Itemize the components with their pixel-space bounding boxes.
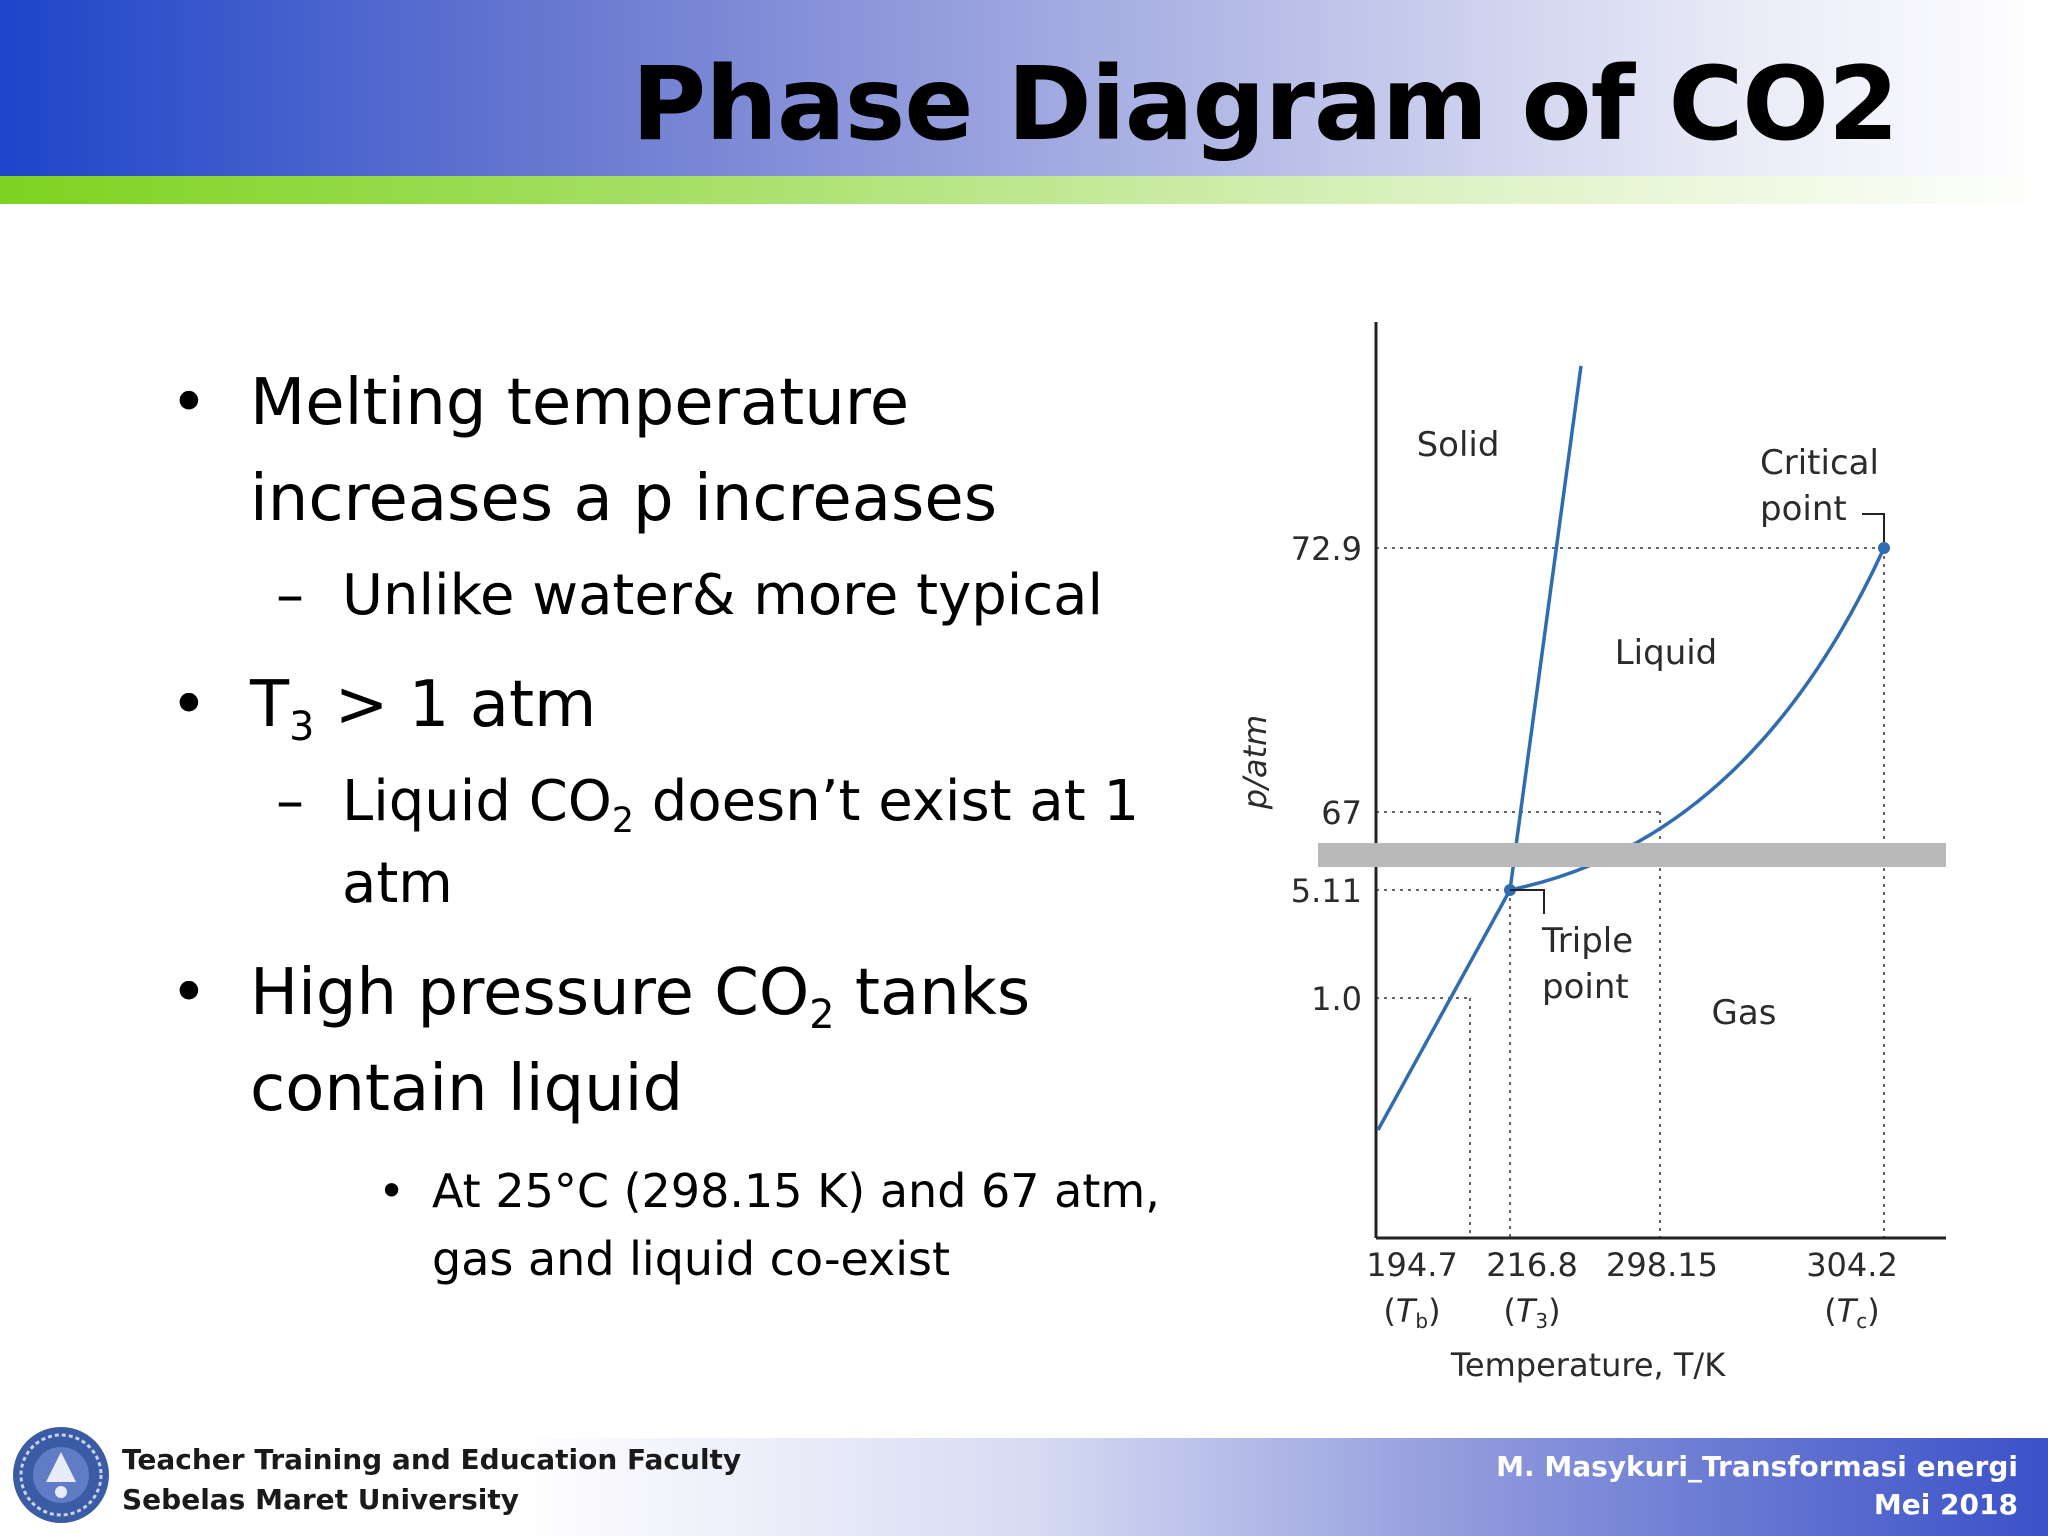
bullet-2-sub: – Liquid CO2 doesn’t exist at 1 atm bbox=[170, 761, 1190, 925]
bullet-3-detail: • At 25°C (298.15 K) and 67 atm, gas and… bbox=[170, 1157, 1190, 1293]
footer-date: Mei 2018 bbox=[1873, 1488, 2018, 1521]
x-tick-194-7: 194.7 bbox=[1366, 1246, 1458, 1284]
pressure-band bbox=[1318, 843, 1946, 867]
melting-curve bbox=[1508, 365, 1583, 891]
phase-diagram-svg: 72.9 67 5.11 1.0 194.7 216.8 298.15 304.… bbox=[1236, 322, 1946, 1384]
critical-label-2: point bbox=[1760, 489, 1847, 529]
dash-icon: – bbox=[276, 769, 304, 834]
bullet-dot-icon: • bbox=[170, 366, 208, 440]
phase-diagram: 72.9 67 5.11 1.0 194.7 216.8 298.15 304.… bbox=[1230, 300, 1990, 1400]
x-tick-304-2: 304.2 bbox=[1806, 1246, 1898, 1284]
university-logo-icon bbox=[13, 1427, 109, 1523]
region-liquid: Liquid bbox=[1615, 633, 1718, 673]
bullet-3-text: High pressure CO2 tanks contain liquid bbox=[250, 956, 1031, 1126]
triple-label-1: Triple bbox=[1541, 921, 1633, 961]
critical-label-1: Critical bbox=[1760, 443, 1879, 483]
y-tick-5-11: 5.11 bbox=[1291, 872, 1362, 910]
region-solid: Solid bbox=[1417, 425, 1500, 465]
region-gas: Gas bbox=[1712, 993, 1777, 1033]
phase-boundaries bbox=[1376, 365, 1886, 1131]
bullet-1-sub-text: Unlike water& more typical bbox=[342, 563, 1104, 628]
bullet-3-detail-text: At 25°C (298.15 K) and 67 atm, gas and l… bbox=[432, 1164, 1160, 1286]
critical-point-marker bbox=[1878, 542, 1890, 554]
bullet-list: • Melting temperature increases a p incr… bbox=[170, 355, 1190, 1293]
footer-faculty: Teacher Training and Education Faculty bbox=[122, 1443, 742, 1476]
y-axis-label: p/atm bbox=[1236, 715, 1274, 810]
bullet-1-sub: – Unlike water& more typical bbox=[170, 555, 1190, 637]
title-bar bbox=[0, 0, 2048, 176]
bullet-1-text: Melting temperature increases a p increa… bbox=[250, 366, 998, 536]
bullet-dot-icon: • bbox=[170, 668, 208, 742]
triple-connector bbox=[1510, 889, 1545, 914]
x-symbol-tb: (Tb) bbox=[1383, 1292, 1440, 1333]
bullet-1: • Melting temperature increases a p incr… bbox=[170, 355, 1190, 547]
bullet-2-text: T3 > 1 atm bbox=[250, 668, 597, 750]
guide-lines bbox=[1376, 547, 1885, 1238]
bullet-3: • High pressure CO2 tanks contain liquid bbox=[170, 945, 1190, 1137]
sublimation-curve bbox=[1376, 889, 1512, 1131]
x-symbol-tc: (Tc) bbox=[1824, 1292, 1880, 1333]
y-tick-1-0: 1.0 bbox=[1311, 980, 1362, 1018]
slide-title: Phase Diagram of CO2 bbox=[631, 45, 1899, 164]
x-tick-216-8: 216.8 bbox=[1486, 1246, 1578, 1284]
y-tick-67: 67 bbox=[1321, 794, 1362, 832]
critical-connector bbox=[1862, 513, 1885, 542]
accent-band bbox=[0, 176, 2048, 204]
x-symbol-t3: (T3) bbox=[1503, 1292, 1560, 1333]
y-tick-72-9: 72.9 bbox=[1291, 530, 1362, 568]
footer-author-name: M. Masykuri_Transformasi energi bbox=[1496, 1450, 2018, 1483]
bullet-dot-icon: • bbox=[378, 1164, 406, 1218]
dash-icon: – bbox=[276, 563, 304, 628]
footer-institution: Teacher Training and Education Faculty S… bbox=[122, 1440, 741, 1520]
bullet-dot-icon: • bbox=[170, 956, 208, 1030]
triple-label-2: point bbox=[1542, 967, 1629, 1007]
bullet-2-sub-text: Liquid CO2 doesn’t exist at 1 atm bbox=[342, 769, 1140, 916]
x-axis-label: Temperature, T/K bbox=[1450, 1346, 1726, 1384]
footer-author: M. Masykuri_Transformasi energi Mei 2018 bbox=[1496, 1448, 2018, 1524]
x-tick-298-15: 298.15 bbox=[1606, 1246, 1718, 1284]
bullet-2: • T3 > 1 atm bbox=[170, 657, 1190, 753]
footer-university: Sebelas Maret University bbox=[122, 1483, 520, 1516]
vaporization-curve bbox=[1509, 547, 1886, 892]
footer-band bbox=[0, 1438, 2048, 1536]
